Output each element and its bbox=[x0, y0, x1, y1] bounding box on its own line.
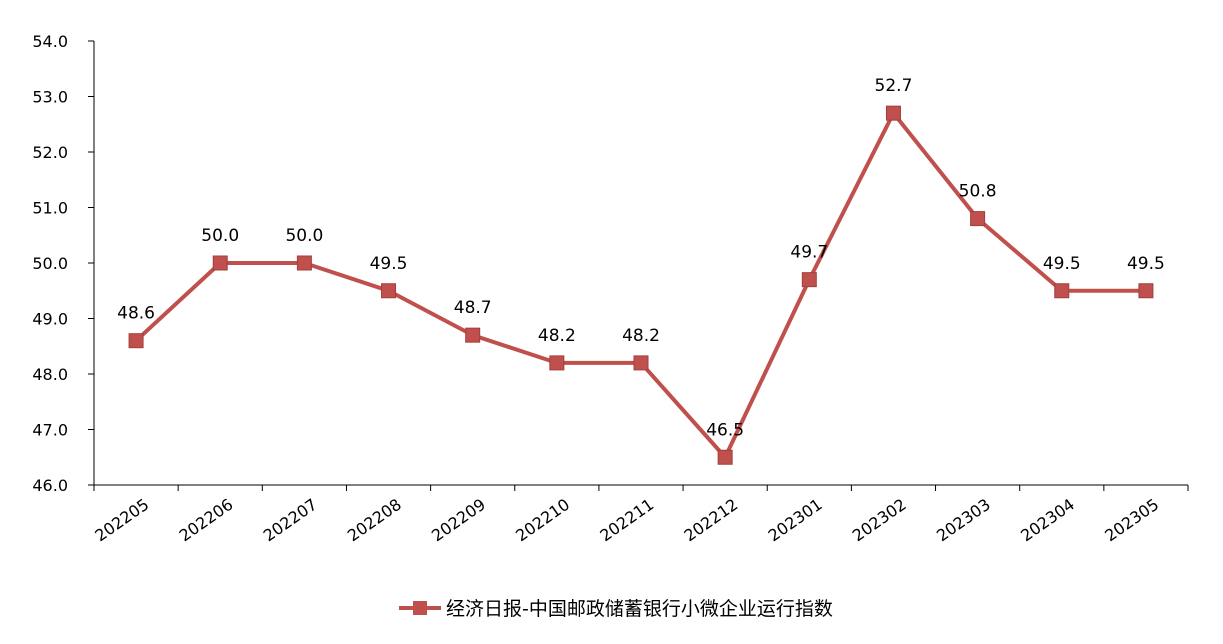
legend: 经济日报-中国邮政储蓄银行小微企业运行指数 bbox=[399, 598, 833, 620]
data-point-marker bbox=[633, 355, 649, 371]
legend-entry-label: 经济日报-中国邮政储蓄银行小微企业运行指数 bbox=[446, 598, 833, 620]
data-point-marker bbox=[212, 255, 228, 271]
y-tick-label: 54.0 bbox=[32, 32, 68, 51]
data-label: 48.7 bbox=[454, 298, 492, 318]
data-labels: 48.6 50.0 50.0 49.5 48.7 48.2 48.2 46.5 49.7 52.7… bbox=[117, 76, 1165, 440]
y-tick-label: 46.0 bbox=[32, 476, 68, 495]
y-axis: 46.0 47.0 48.0 49.0 50.0 51.0 52.0 53.0 54.0 bbox=[32, 32, 95, 495]
x-tick-label: 202211 bbox=[596, 495, 657, 546]
data-point-marker bbox=[381, 283, 397, 299]
data-point-marker bbox=[1054, 283, 1070, 299]
data-label: 50.8 bbox=[959, 182, 997, 202]
x-axis: 202205 202206 202207 202208 202209 202210 2022… bbox=[91, 484, 1189, 546]
data-label: 46.5 bbox=[706, 420, 744, 440]
y-tick-label: 47.0 bbox=[32, 421, 68, 440]
data-label: 50.0 bbox=[201, 226, 239, 246]
y-tick-label: 53.0 bbox=[32, 88, 68, 107]
data-label: 52.7 bbox=[875, 76, 913, 96]
data-label: 48.2 bbox=[622, 326, 660, 346]
data-label: 49.7 bbox=[790, 243, 828, 263]
y-tick-label: 51.0 bbox=[32, 199, 68, 218]
data-point-marker bbox=[801, 272, 817, 288]
x-tick-label: 202208 bbox=[344, 495, 405, 546]
data-label: 50.0 bbox=[285, 226, 323, 246]
y-tick-label: 49.0 bbox=[32, 310, 68, 329]
data-point-marker bbox=[465, 327, 481, 343]
y-tick-label: 48.0 bbox=[32, 365, 68, 384]
x-tick-label: 202303 bbox=[933, 495, 994, 546]
data-point-marker bbox=[296, 255, 312, 271]
x-tick-label: 202302 bbox=[849, 495, 910, 546]
x-tick-label: 202305 bbox=[1101, 495, 1162, 546]
data-label: 49.5 bbox=[370, 254, 408, 274]
x-tick-label: 202207 bbox=[260, 495, 321, 546]
data-label: 48.2 bbox=[538, 326, 576, 346]
data-label: 49.5 bbox=[1043, 254, 1081, 274]
data-point-marker bbox=[717, 449, 733, 465]
x-tick-label: 202209 bbox=[428, 495, 489, 546]
data-point-marker bbox=[549, 355, 565, 371]
x-tick-label: 202301 bbox=[765, 495, 826, 546]
data-label: 49.5 bbox=[1127, 254, 1165, 274]
data-label: 48.6 bbox=[117, 304, 155, 324]
legend-marker-swatch bbox=[413, 601, 427, 615]
x-tick-label: 202212 bbox=[681, 495, 742, 546]
x-tick-label: 202205 bbox=[91, 495, 152, 546]
y-tick-label: 50.0 bbox=[32, 254, 68, 273]
data-point-marker bbox=[885, 105, 901, 121]
x-tick-label: 202304 bbox=[1017, 495, 1078, 546]
data-point-marker bbox=[970, 211, 986, 227]
series-line bbox=[134, 111, 1148, 460]
data-point-marker bbox=[1138, 283, 1154, 299]
x-tick-label: 202210 bbox=[512, 495, 573, 546]
series-group bbox=[128, 105, 1154, 465]
data-point-marker bbox=[128, 333, 144, 349]
y-tick-label: 52.0 bbox=[32, 143, 68, 162]
x-tick-label: 202206 bbox=[176, 495, 237, 546]
